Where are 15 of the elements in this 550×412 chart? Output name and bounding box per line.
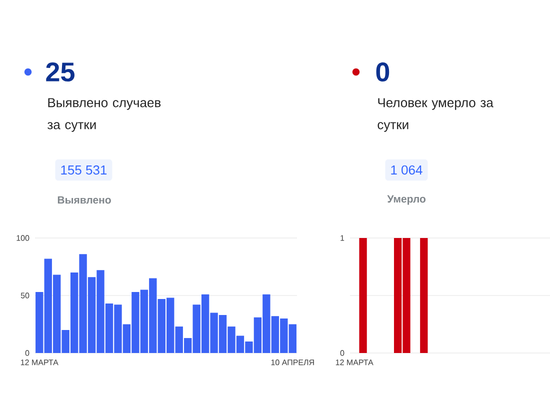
y-tick-label: 1 bbox=[340, 235, 344, 241]
text: Умерло bbox=[387, 195, 426, 205]
y-tick-label: 0 bbox=[25, 350, 30, 356]
text: 155 531 bbox=[61, 165, 107, 175]
x-tick-label: 10 АПРЕЛЯ bbox=[271, 360, 314, 366]
x-tick-label: 12 МАРТА bbox=[20, 360, 58, 366]
chart-subtitle: Выявлено случаев за сутки bbox=[48, 98, 161, 132]
chart-title: 25 bbox=[46, 62, 74, 82]
text: 1 064 bbox=[391, 165, 422, 175]
chart-title: 0 bbox=[376, 62, 390, 82]
y-tick-label: 50 bbox=[20, 292, 30, 298]
chart-subtitle: Человек умерло за сутки bbox=[378, 98, 494, 132]
x-tick-label: 12 МАРТА bbox=[336, 360, 374, 366]
y-tick-label: 100 bbox=[16, 235, 30, 241]
text: Выявлено bbox=[58, 196, 111, 204]
